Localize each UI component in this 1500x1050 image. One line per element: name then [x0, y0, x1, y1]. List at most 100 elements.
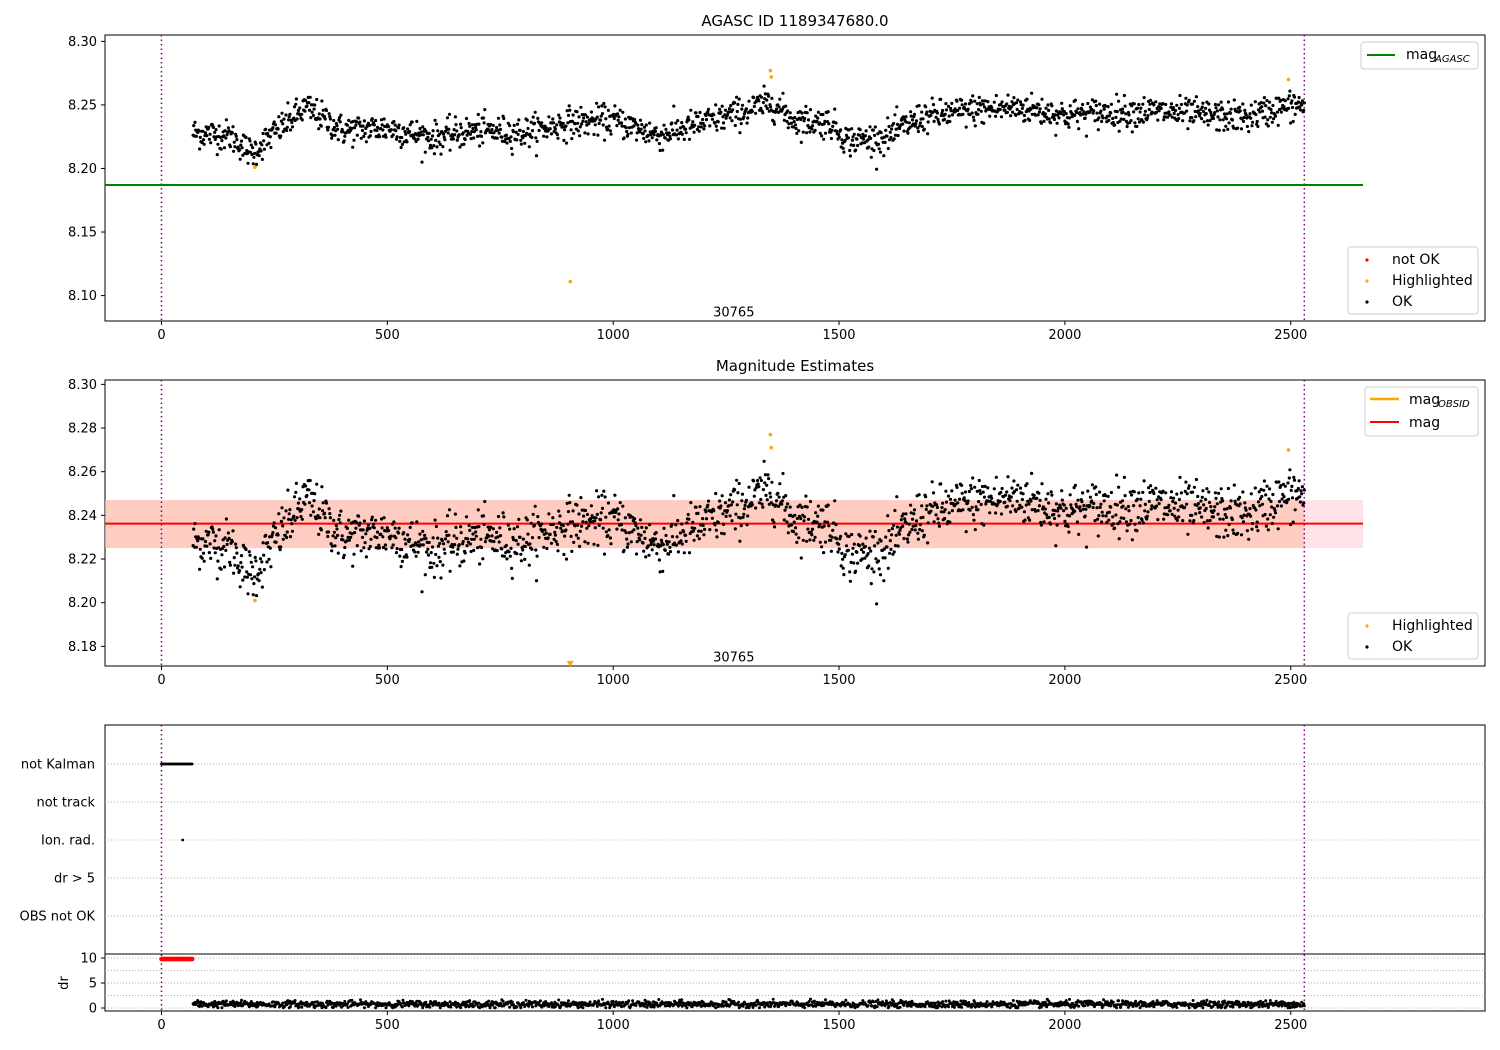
ok-point [718, 499, 722, 503]
ok-point [395, 135, 399, 139]
ok-point [350, 532, 354, 536]
ok-point [1286, 97, 1290, 101]
ok-point [720, 531, 724, 535]
ok-point [318, 117, 322, 121]
ok-point [317, 112, 321, 116]
ok-point [1148, 490, 1152, 495]
ok-point [298, 497, 302, 501]
ok-point [1205, 487, 1209, 491]
ok-point [854, 148, 858, 152]
ok-point [1216, 115, 1220, 119]
ok-point [973, 528, 977, 532]
ok-point [740, 103, 745, 107]
y-tick-label: 8.22 [68, 553, 97, 568]
ok-point [706, 499, 711, 503]
ok-point [1021, 103, 1025, 107]
ok-point [953, 498, 957, 502]
ok-point [920, 529, 924, 533]
ok-point [461, 131, 465, 135]
ok-point [290, 120, 294, 125]
dr-point [724, 1000, 728, 1004]
ok-point [663, 136, 667, 140]
ok-point [694, 111, 698, 115]
ok-point [1247, 130, 1251, 134]
ok-point [682, 551, 686, 555]
ok-point [770, 480, 774, 484]
ok-point [1010, 486, 1014, 490]
ok-point [281, 524, 285, 528]
ok-point [556, 136, 560, 140]
dr-point [324, 1006, 328, 1010]
ok-point [1043, 112, 1047, 116]
ok-point [387, 125, 391, 129]
ok-point [969, 100, 974, 104]
ok-point [442, 547, 446, 551]
ok-point [1204, 506, 1208, 511]
ok-point [922, 533, 926, 537]
ok-point [754, 506, 758, 510]
ok-point [519, 559, 524, 563]
ok-point [847, 534, 851, 539]
ok-point [861, 550, 866, 554]
ok-point [338, 521, 342, 525]
ok-point [1272, 515, 1276, 519]
ok-point [903, 517, 907, 521]
ok-point [1095, 506, 1099, 510]
ok-point [462, 142, 466, 146]
ok-point [359, 136, 363, 140]
ok-point [618, 501, 622, 505]
ok-point [661, 133, 665, 137]
flag-point [190, 762, 194, 766]
ok-point [1003, 500, 1007, 504]
ok-point [193, 120, 197, 124]
ok-point [976, 508, 980, 512]
ok-point [1245, 529, 1249, 533]
ok-point [581, 119, 585, 123]
ok-point [799, 556, 803, 560]
ok-point [738, 117, 743, 121]
ok-point [1054, 109, 1058, 113]
ok-point [889, 547, 893, 552]
ok-point [201, 551, 206, 555]
ok-point [873, 544, 877, 548]
ok-point [1228, 506, 1232, 510]
ok-point [1098, 490, 1102, 494]
ok-point [1302, 101, 1306, 105]
ok-point [1075, 520, 1079, 524]
legend2-ok-marker [1365, 645, 1369, 649]
ok-point [583, 113, 588, 117]
ok-point [362, 119, 366, 123]
flag-category-label: OBS not OK [20, 910, 96, 925]
ok-point [332, 125, 336, 130]
dr-point [233, 1005, 237, 1008]
ok-point [1167, 503, 1171, 507]
ok-point [893, 113, 897, 117]
ok-point [586, 132, 590, 136]
ok-point [1222, 535, 1226, 539]
ok-point [912, 512, 916, 516]
ok-point [932, 520, 936, 524]
ok-point [714, 124, 718, 128]
ok-point [379, 118, 384, 122]
ok-point [918, 527, 922, 532]
ok-point [566, 121, 570, 125]
ok-point [746, 116, 750, 120]
ok-point [1074, 502, 1078, 506]
ok-point [675, 128, 679, 132]
ok-point [1275, 110, 1280, 114]
ok-point [1105, 520, 1109, 525]
legend2-highlighted-marker [1365, 624, 1369, 628]
ok-point [636, 532, 641, 536]
ok-point [398, 554, 402, 558]
ok-point [1173, 108, 1178, 113]
ok-point [1186, 127, 1190, 131]
ok-point [1104, 514, 1108, 518]
ok-point [482, 522, 486, 527]
ok-point [581, 520, 585, 524]
ok-point [1290, 99, 1294, 103]
ok-point [888, 539, 892, 543]
ok-point [468, 542, 472, 546]
ok-point [780, 502, 784, 506]
ok-point [1121, 110, 1125, 114]
ok-point [724, 514, 728, 519]
